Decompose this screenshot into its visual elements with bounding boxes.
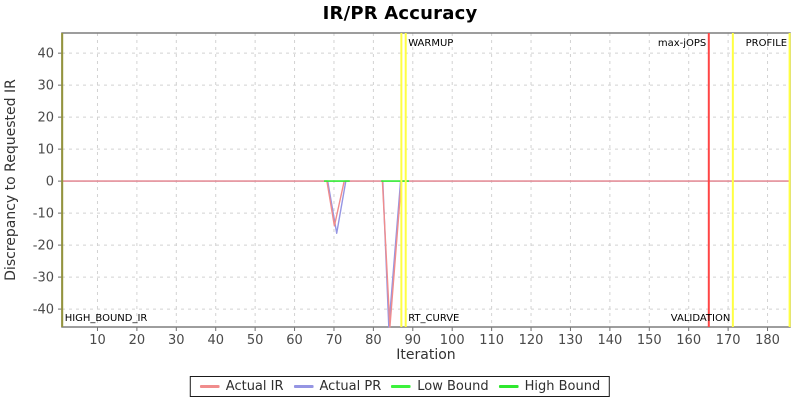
legend-label: High Bound xyxy=(524,379,601,394)
x-tick-label: 40 xyxy=(207,333,224,348)
x-tick-label: 150 xyxy=(637,333,662,348)
legend-item-high-bound: High Bound xyxy=(498,379,601,394)
plot-border xyxy=(61,32,791,328)
y-tick-label: 20 xyxy=(37,111,54,126)
legend-swatch-high-bound xyxy=(498,385,519,388)
x-tick-label: 160 xyxy=(676,333,701,348)
legend-swatch-actual-pr xyxy=(293,385,314,388)
legend-item-actual-pr: Actual PR xyxy=(293,379,382,394)
x-tick-label: 180 xyxy=(755,333,780,348)
legend-label: Low Bound xyxy=(417,379,489,394)
x-tick-label: 70 xyxy=(326,333,343,348)
marker-label-rt-curve: RT_CURVE xyxy=(408,313,459,324)
y-tick-label: 40 xyxy=(37,47,54,62)
y-tick-label: 10 xyxy=(37,143,54,158)
chart-title: IR/PR Accuracy xyxy=(322,3,478,24)
x-tick-label: 10 xyxy=(89,333,106,348)
y-tick-label: 30 xyxy=(37,79,54,94)
legend-item-low-bound: Low Bound xyxy=(391,379,489,394)
y-tick-label: 0 xyxy=(46,175,54,190)
marker-label-max-jops: max-jOPS xyxy=(658,38,706,49)
x-axis-label: Iteration xyxy=(396,347,455,363)
y-tick-label: -10 xyxy=(33,207,54,222)
legend-swatch-actual-ir xyxy=(199,385,220,388)
x-tick-label: 170 xyxy=(716,333,741,348)
legend-label: Actual IR xyxy=(225,379,284,394)
y-axis-label: Discrepancy to Requested IR xyxy=(3,79,19,281)
x-tick-label: 110 xyxy=(479,333,504,348)
x-tick-label: 140 xyxy=(597,333,622,348)
y-tick-label: -20 xyxy=(33,239,54,254)
x-tick-label: 60 xyxy=(286,333,303,348)
series-actual-pr xyxy=(62,180,790,328)
legend-swatch-low-bound xyxy=(391,385,412,388)
marker-label-warmup: WARMUP xyxy=(408,38,453,49)
marker-label-validation: VALIDATION xyxy=(671,313,731,324)
x-tick-label: 90 xyxy=(405,333,422,348)
legend-label: Actual PR xyxy=(319,379,382,394)
marker-label-profile: PROFILE xyxy=(746,38,787,49)
x-tick-label: 100 xyxy=(440,333,465,348)
legend-item-actual-ir: Actual IR xyxy=(199,379,284,394)
x-tick-label: 130 xyxy=(558,333,583,348)
x-tick-label: 50 xyxy=(247,333,264,348)
y-tick-label: -40 xyxy=(33,303,54,318)
y-tick-label: -30 xyxy=(33,271,54,286)
marker-label-high-bound-ir: HIGH_BOUND_IR xyxy=(65,313,148,324)
x-tick-label: 80 xyxy=(365,333,382,348)
x-tick-label: 20 xyxy=(129,333,146,348)
x-tick-label: 120 xyxy=(519,333,544,348)
x-tick-label: 30 xyxy=(168,333,185,348)
chart-legend: Actual IR Actual PR Low Bound High Bound xyxy=(189,376,611,397)
series-actual-ir xyxy=(62,180,790,328)
